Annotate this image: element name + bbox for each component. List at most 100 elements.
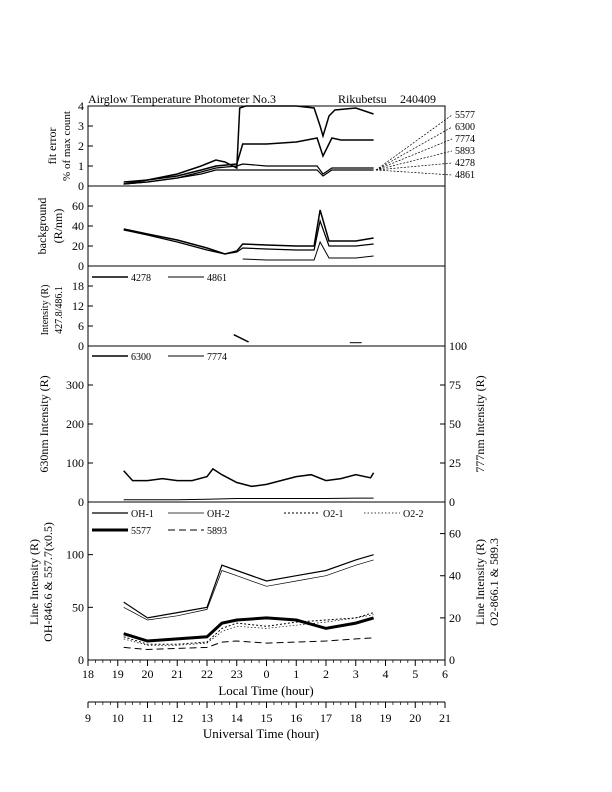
- ut-tick-label: 14: [231, 711, 243, 725]
- leader-line: [375, 169, 453, 176]
- red-oi-frame: [87, 345, 446, 503]
- fit-error-right-label: 4278: [455, 158, 475, 169]
- y-tick-label: 18: [72, 279, 84, 293]
- series-line-7774: [123, 497, 374, 501]
- ut-tick-label: 15: [261, 711, 273, 725]
- background-series: [123, 209, 374, 261]
- universal-time-label: Universal Time (hour): [203, 726, 319, 741]
- series-line-5577: [123, 105, 374, 185]
- series-line-OH-1: [123, 554, 374, 619]
- fit-error-series: [123, 105, 374, 185]
- lt-tick-label: 19: [112, 667, 124, 681]
- series-line-5893: [123, 637, 374, 651]
- ut-tick-label: 9: [85, 711, 91, 725]
- y-tick-label: 0: [78, 495, 84, 509]
- red-oi-ylabel-left: 630nm Intensity (R): [37, 375, 51, 472]
- y-tick-label-right: 60: [449, 527, 461, 541]
- y-tick-label-right: 40: [449, 569, 461, 583]
- legend-label-oh1: OH-1: [131, 509, 154, 520]
- lines-ylabel-right-1: Line Intensity (R): [473, 539, 487, 625]
- fit-error-right-label: 5577: [455, 110, 475, 121]
- lines-series: [123, 554, 375, 651]
- ut-tick-label: 19: [380, 711, 392, 725]
- ut-tick-label: 10: [112, 711, 124, 725]
- legend-label-7774: 7774: [207, 352, 227, 363]
- y-tick-label: 100: [66, 548, 84, 562]
- y-tick-label: 100: [66, 456, 84, 470]
- lt-tick-label: 23: [231, 667, 243, 681]
- y-tick-label: 1: [78, 159, 84, 173]
- lt-tick-label: 20: [142, 667, 154, 681]
- y-tick-label: 6: [78, 319, 84, 333]
- y-tick-label: 3: [78, 119, 84, 133]
- series-line-low: [242, 240, 374, 261]
- lt-tick-label: 1: [293, 667, 299, 681]
- ratio-legend: 4278 4861: [92, 273, 227, 284]
- lt-tick-label: 4: [383, 667, 389, 681]
- y-tick-label: 20: [72, 239, 84, 253]
- lt-tick-label: 22: [201, 667, 213, 681]
- y-tick-label: 300: [66, 378, 84, 392]
- series-line-O2-1: [123, 612, 374, 645]
- ut-tick-label: 12: [171, 711, 183, 725]
- background-ylabel-2: (R/nm): [51, 209, 65, 244]
- lt-tick-label: 18: [82, 667, 94, 681]
- legend-label-o21: O2-1: [323, 509, 344, 520]
- fit-error-right-label: 6300: [455, 122, 475, 133]
- local-time-label: Local Time (hour): [218, 683, 313, 698]
- fit-error-right-label: 5893: [455, 146, 475, 157]
- lines-ylabel-left-1: Line Intensity (R): [27, 539, 41, 625]
- y-tick-label: 4: [78, 99, 84, 113]
- background-ylabel-1: background: [35, 198, 49, 255]
- universal-time-axis: 9 10 11 12 13 14 15 16 17 18 19 20 21: [85, 702, 451, 725]
- series-line-6300: [123, 137, 374, 183]
- fit-error-frame: [87, 105, 446, 187]
- series-line-5577: [123, 616, 375, 643]
- series-line-OH-2: [123, 559, 374, 621]
- y-tick-label: 0: [78, 339, 84, 353]
- red-oi-ylabel-right: 777nm Intensity (R): [473, 375, 487, 472]
- ratio-ylabel-2: 427.8/486.1: [54, 286, 65, 334]
- series-line-6300: [123, 467, 375, 488]
- lt-tick-label: 5: [412, 667, 418, 681]
- ut-tick-label: 16: [290, 711, 302, 725]
- leader-line: [375, 138, 453, 171]
- fit-error-right-label: 7774: [455, 134, 475, 145]
- legend-label-4861: 4861: [207, 273, 227, 284]
- ut-tick-label: 18: [350, 711, 362, 725]
- y-tick-label-right: 20: [449, 611, 461, 625]
- legend-label-6300: 6300: [131, 352, 151, 363]
- lines-legend: OH-1 OH-2 O2-1 O2-2 5577 5893: [92, 509, 424, 537]
- ut-tick-label: 20: [409, 711, 421, 725]
- y-tick-label: 50: [72, 600, 84, 614]
- background-frame: [87, 185, 446, 267]
- ut-tick-label: 21: [439, 711, 451, 725]
- report-title: Airglow Temperature Photometer No.3: [88, 92, 276, 106]
- ut-tick-label: 11: [142, 711, 154, 725]
- ratio-ylabel-1: Intensity (R): [40, 285, 51, 336]
- y-tick-label: 12: [72, 299, 84, 313]
- lines-ylabel-left-2: OH-846.6 & 557.7(x0.5): [41, 522, 55, 642]
- legend-label-o22: O2-2: [403, 509, 424, 520]
- lt-tick-label: 3: [353, 667, 359, 681]
- lines-ylabel-right-2: O2-866.1 & 589.3: [487, 538, 501, 626]
- legend-label-5577: 5577: [131, 526, 151, 537]
- series-line-5893: [123, 169, 374, 185]
- lt-tick-label: 2: [323, 667, 329, 681]
- red-oi-legend: 6300 7774: [92, 352, 227, 363]
- y-tick-label: 2: [78, 139, 84, 153]
- y-tick-label-right: 25: [449, 456, 461, 470]
- ut-tick-label: 17: [320, 711, 332, 725]
- fit-error-ylabel-2: % of max count: [61, 111, 73, 181]
- leader-line: [375, 150, 453, 171]
- ratio-series: [233, 334, 362, 344]
- leader-line: [375, 114, 453, 171]
- series-line-7774: [123, 163, 374, 185]
- y-tick-label-right: 50: [449, 417, 461, 431]
- series-line-4278: [233, 334, 249, 343]
- legend-label-5893: 5893: [207, 526, 227, 537]
- panel-frames: [87, 105, 446, 661]
